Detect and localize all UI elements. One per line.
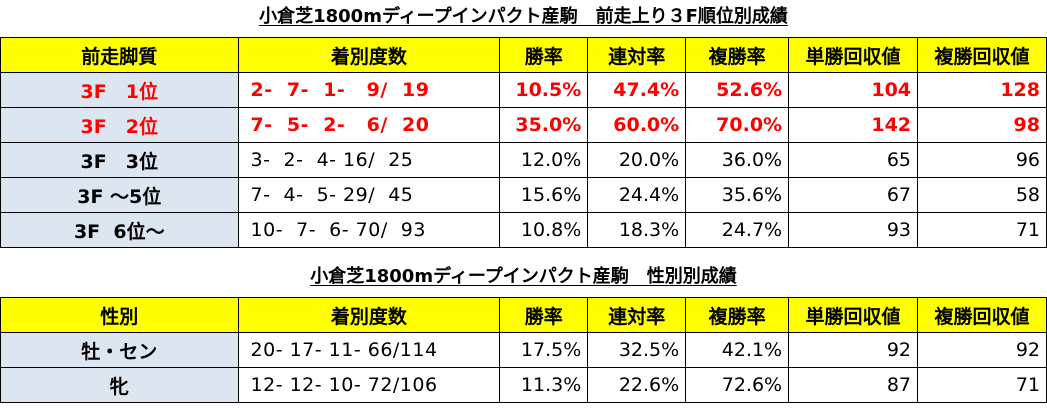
row-label: 3F 2位 [0,107,239,143]
table-header-row: 前走脚質 着別度数 勝率 連対率 複勝率 単勝回収値 複勝回収値 [0,37,1047,73]
place-return-cell: 58 [917,177,1047,213]
place-rate-cell: 42.1% [685,332,790,368]
quinella-rate-cell: 22.6% [587,367,687,403]
win-return-cell: 65 [788,142,919,178]
record-cell: 7- 5- 2- 6/ 20 [237,107,501,143]
win-rate-cell: 15.6% [499,177,589,213]
header-record: 着別度数 [237,37,501,73]
table-sex: 性別 着別度数 勝率 連対率 複勝率 単勝回収値 複勝回収値 牡・セン 20- … [0,297,1047,403]
header-prev-style: 前走脚質 [0,37,239,73]
place-rate-cell: 52.6% [685,72,790,108]
place-return-cell: 98 [917,107,1047,143]
record-cell: 12- 12- 10- 72/106 [237,367,501,403]
record-cell: 20- 17- 11- 66/114 [237,332,501,368]
header-quinella-rate: 連対率 [587,297,687,333]
row-label: 牝 [0,367,239,403]
row-label: 3F 3位 [0,142,239,178]
header-win-rate: 勝率 [499,297,589,333]
quinella-rate-cell: 32.5% [587,332,687,368]
table2-title: 小倉芝1800mディープインパクト産駒 性別別成績 [310,266,737,287]
table-row: 牝 12- 12- 10- 72/106 11.3% 22.6% 72.6% 8… [0,367,1047,403]
win-return-cell: 92 [788,332,919,368]
header-place-rate: 複勝率 [685,297,790,333]
quinella-rate-cell: 18.3% [587,212,687,248]
place-return-cell: 128 [917,72,1047,108]
quinella-rate-cell: 47.4% [587,72,687,108]
header-quinella-rate: 連対率 [587,37,687,73]
place-rate-cell: 24.7% [685,212,790,248]
table-header-row: 性別 着別度数 勝率 連対率 複勝率 単勝回収値 複勝回収値 [0,297,1047,333]
win-return-cell: 104 [788,72,919,108]
quinella-rate-cell: 60.0% [587,107,687,143]
table-row: 3F 6位～ 10- 7- 6- 70/ 93 10.8% 18.3% 24.7… [0,212,1047,248]
table-row: 3F ～5位 7- 4- 5- 29/ 45 15.6% 24.4% 35.6%… [0,177,1047,213]
place-rate-cell: 36.0% [685,142,790,178]
place-rate-cell: 70.0% [685,107,790,143]
row-label: 牡・セン [0,332,239,368]
win-rate-cell: 11.3% [499,367,589,403]
win-return-cell: 87 [788,367,919,403]
place-return-cell: 71 [917,212,1047,248]
table-row: 3F 3位 3- 2- 4- 16/ 25 12.0% 20.0% 36.0% … [0,142,1047,178]
table1-title: 小倉芝1800mディープインパクト産駒 前走上り３F順位別成績 [259,6,788,27]
record-cell: 7- 4- 5- 29/ 45 [237,177,501,213]
header-place-rate: 複勝率 [685,37,790,73]
row-label: 3F ～5位 [0,177,239,213]
win-rate-cell: 10.5% [499,72,589,108]
win-rate-cell: 17.5% [499,332,589,368]
table-row: 牡・セン 20- 17- 11- 66/114 17.5% 32.5% 42.1… [0,332,1047,368]
place-return-cell: 71 [917,367,1047,403]
place-return-cell: 92 [917,332,1047,368]
row-label: 3F 1位 [0,72,239,108]
table-last-3f-rank: 前走脚質 着別度数 勝率 連対率 複勝率 単勝回収値 複勝回収値 3F 1位 2… [0,37,1047,248]
table-row: 3F 2位 7- 5- 2- 6/ 20 35.0% 60.0% 70.0% 1… [0,107,1047,143]
header-win-return: 単勝回収値 [788,37,919,73]
win-rate-cell: 10.8% [499,212,589,248]
record-cell: 3- 2- 4- 16/ 25 [237,142,501,178]
header-win-rate: 勝率 [499,37,589,73]
quinella-rate-cell: 20.0% [587,142,687,178]
win-rate-cell: 35.0% [499,107,589,143]
place-rate-cell: 72.6% [685,367,790,403]
record-cell: 10- 7- 6- 70/ 93 [237,212,501,248]
header-sex: 性別 [0,297,239,333]
win-rate-cell: 12.0% [499,142,589,178]
header-place-return: 複勝回収値 [917,297,1047,333]
header-record: 着別度数 [237,297,501,333]
win-return-cell: 93 [788,212,919,248]
place-rate-cell: 35.6% [685,177,790,213]
win-return-cell: 67 [788,177,919,213]
win-return-cell: 142 [788,107,919,143]
record-cell: 2- 7- 1- 9/ 19 [237,72,501,108]
quinella-rate-cell: 24.4% [587,177,687,213]
header-win-return: 単勝回収値 [788,297,919,333]
place-return-cell: 96 [917,142,1047,178]
header-place-return: 複勝回収値 [917,37,1047,73]
table-row: 3F 1位 2- 7- 1- 9/ 19 10.5% 47.4% 52.6% 1… [0,72,1047,108]
row-label: 3F 6位～ [0,212,239,248]
